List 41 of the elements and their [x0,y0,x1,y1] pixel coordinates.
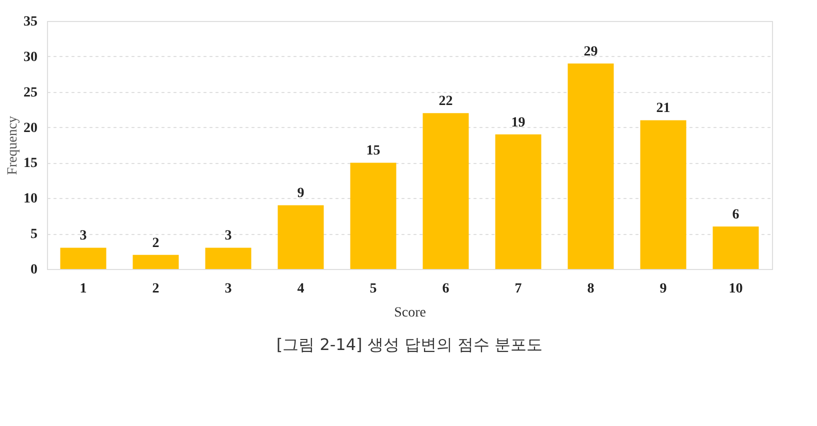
y-tick-label: 20 [24,120,38,136]
data-label: 3 [224,228,232,244]
bar [278,205,324,269]
x-tick-label: 5 [370,282,377,296]
y-tick-label: 30 [24,50,38,65]
text: [그림 2-14] 생성 답변의 점수 분포도 [276,335,543,354]
data-label: 22 [438,94,453,110]
x-tick-label: 6 [442,282,450,296]
data-label: 21 [656,101,670,116]
bar [350,162,396,269]
x-tick-label: 10 [728,282,743,296]
bar [712,226,759,269]
x-tick-label: 2 [152,282,160,296]
x-tick-label: 8 [587,282,594,296]
y-tick-label: 10 [24,192,38,207]
bar [60,248,106,269]
x-tick-label: 1 [80,282,87,296]
y-tick-label: 0 [30,262,38,278]
y-tick-label: 15 [24,156,38,172]
bar [640,120,686,269]
data-label: 15 [366,144,380,159]
bar [495,134,542,269]
x-tick-label: 7 [514,282,522,296]
x-tick-label: 9 [660,282,667,296]
bar [422,113,469,269]
y-axis-title: Frequency [6,116,20,176]
y-tick-label: 5 [30,227,38,242]
x-tick-label: 3 [224,282,232,296]
y-tick-label: 25 [24,85,38,100]
data-label: 2 [152,236,160,251]
x-tick-label: 4 [297,282,304,296]
data-label: 3 [80,228,87,244]
data-label: 19 [511,115,526,130]
y-tick-label: 35 [24,14,38,30]
bar [205,248,252,269]
data-label: 29 [584,44,598,60]
bar [568,64,614,269]
data-label: 9 [297,186,304,202]
x-axis-title: Score [394,306,426,320]
bar [132,254,179,269]
data-label: 6 [732,207,740,222]
